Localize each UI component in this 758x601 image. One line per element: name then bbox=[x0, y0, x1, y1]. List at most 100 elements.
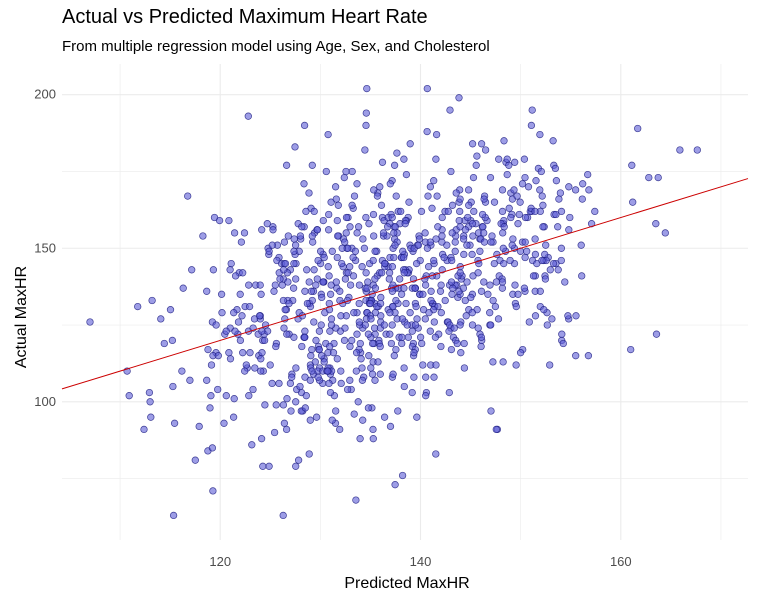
data-point bbox=[393, 149, 401, 157]
data-point bbox=[377, 293, 385, 302]
data-point bbox=[591, 207, 599, 216]
data-point bbox=[538, 192, 546, 200]
data-point bbox=[377, 312, 385, 320]
data-point bbox=[371, 275, 379, 283]
data-point bbox=[283, 330, 291, 338]
data-point bbox=[539, 223, 547, 231]
data-point bbox=[276, 275, 284, 283]
data-point bbox=[242, 361, 250, 369]
data-point bbox=[226, 266, 234, 274]
data-point bbox=[388, 287, 397, 295]
data-point bbox=[279, 511, 287, 520]
data-point bbox=[373, 192, 382, 200]
data-point bbox=[307, 287, 316, 295]
data-point bbox=[415, 235, 424, 243]
data-point bbox=[284, 232, 292, 240]
data-point bbox=[280, 419, 289, 427]
data-point bbox=[516, 198, 524, 206]
data-point bbox=[456, 207, 464, 216]
data-point bbox=[516, 349, 525, 357]
data-point bbox=[469, 173, 478, 182]
data-point bbox=[422, 373, 430, 381]
data-point bbox=[524, 183, 533, 191]
data-point bbox=[486, 281, 494, 289]
grid bbox=[62, 64, 748, 540]
data-point bbox=[337, 312, 345, 320]
data-point bbox=[543, 321, 551, 329]
data-point bbox=[386, 422, 395, 431]
data-point bbox=[492, 425, 500, 434]
data-point bbox=[527, 121, 536, 130]
data-point bbox=[360, 244, 369, 252]
data-point bbox=[555, 195, 563, 203]
data-point bbox=[437, 309, 445, 317]
data-point bbox=[514, 220, 522, 228]
data-point bbox=[251, 364, 259, 372]
data-point bbox=[661, 229, 669, 237]
data-point bbox=[514, 290, 522, 298]
data-point bbox=[331, 183, 340, 191]
data-point bbox=[470, 207, 478, 216]
data-point bbox=[301, 373, 309, 381]
data-point bbox=[444, 207, 452, 216]
data-point bbox=[340, 336, 349, 345]
data-point bbox=[257, 367, 265, 375]
data-point bbox=[332, 278, 340, 286]
data-point bbox=[296, 382, 304, 391]
data-point bbox=[476, 247, 484, 255]
data-point bbox=[169, 382, 177, 391]
data-point bbox=[465, 201, 473, 209]
points-layer bbox=[86, 84, 701, 520]
data-point bbox=[426, 327, 434, 335]
data-point bbox=[301, 287, 309, 295]
data-point bbox=[557, 256, 565, 265]
data-point bbox=[542, 241, 550, 249]
data-point bbox=[271, 281, 279, 289]
data-point bbox=[419, 306, 428, 314]
data-point bbox=[305, 189, 313, 197]
data-point bbox=[361, 321, 369, 329]
data-point bbox=[292, 364, 300, 372]
data-point bbox=[298, 342, 306, 351]
data-point bbox=[353, 330, 361, 338]
data-point bbox=[406, 140, 414, 148]
data-point bbox=[230, 229, 239, 237]
data-point bbox=[463, 241, 471, 249]
data-point bbox=[389, 370, 397, 378]
data-point bbox=[455, 216, 463, 225]
data-point bbox=[377, 201, 386, 209]
data-point bbox=[346, 342, 354, 351]
data-point bbox=[246, 349, 254, 357]
data-point bbox=[554, 223, 562, 231]
data-point bbox=[480, 278, 488, 286]
data-point bbox=[356, 339, 364, 348]
data-point bbox=[419, 361, 427, 369]
data-point bbox=[298, 223, 306, 231]
data-point bbox=[346, 263, 354, 271]
data-point bbox=[388, 213, 396, 222]
data-point bbox=[351, 247, 360, 255]
data-point bbox=[551, 164, 560, 173]
data-point bbox=[306, 416, 314, 424]
data-point bbox=[245, 392, 253, 400]
data-point bbox=[427, 296, 435, 305]
data-point bbox=[166, 306, 175, 314]
data-point bbox=[423, 84, 431, 93]
data-point bbox=[332, 407, 340, 415]
data-point bbox=[400, 284, 408, 292]
data-point bbox=[368, 370, 377, 378]
data-point bbox=[438, 238, 446, 246]
data-point bbox=[438, 213, 446, 222]
data-point bbox=[398, 315, 407, 323]
data-point bbox=[628, 161, 636, 169]
data-point bbox=[557, 207, 566, 216]
data-point bbox=[509, 235, 517, 243]
data-point bbox=[292, 275, 300, 283]
data-point bbox=[579, 180, 587, 188]
data-point bbox=[354, 398, 362, 406]
data-point bbox=[258, 327, 266, 335]
data-point bbox=[499, 358, 507, 366]
data-point bbox=[424, 263, 433, 271]
data-point bbox=[492, 278, 501, 286]
